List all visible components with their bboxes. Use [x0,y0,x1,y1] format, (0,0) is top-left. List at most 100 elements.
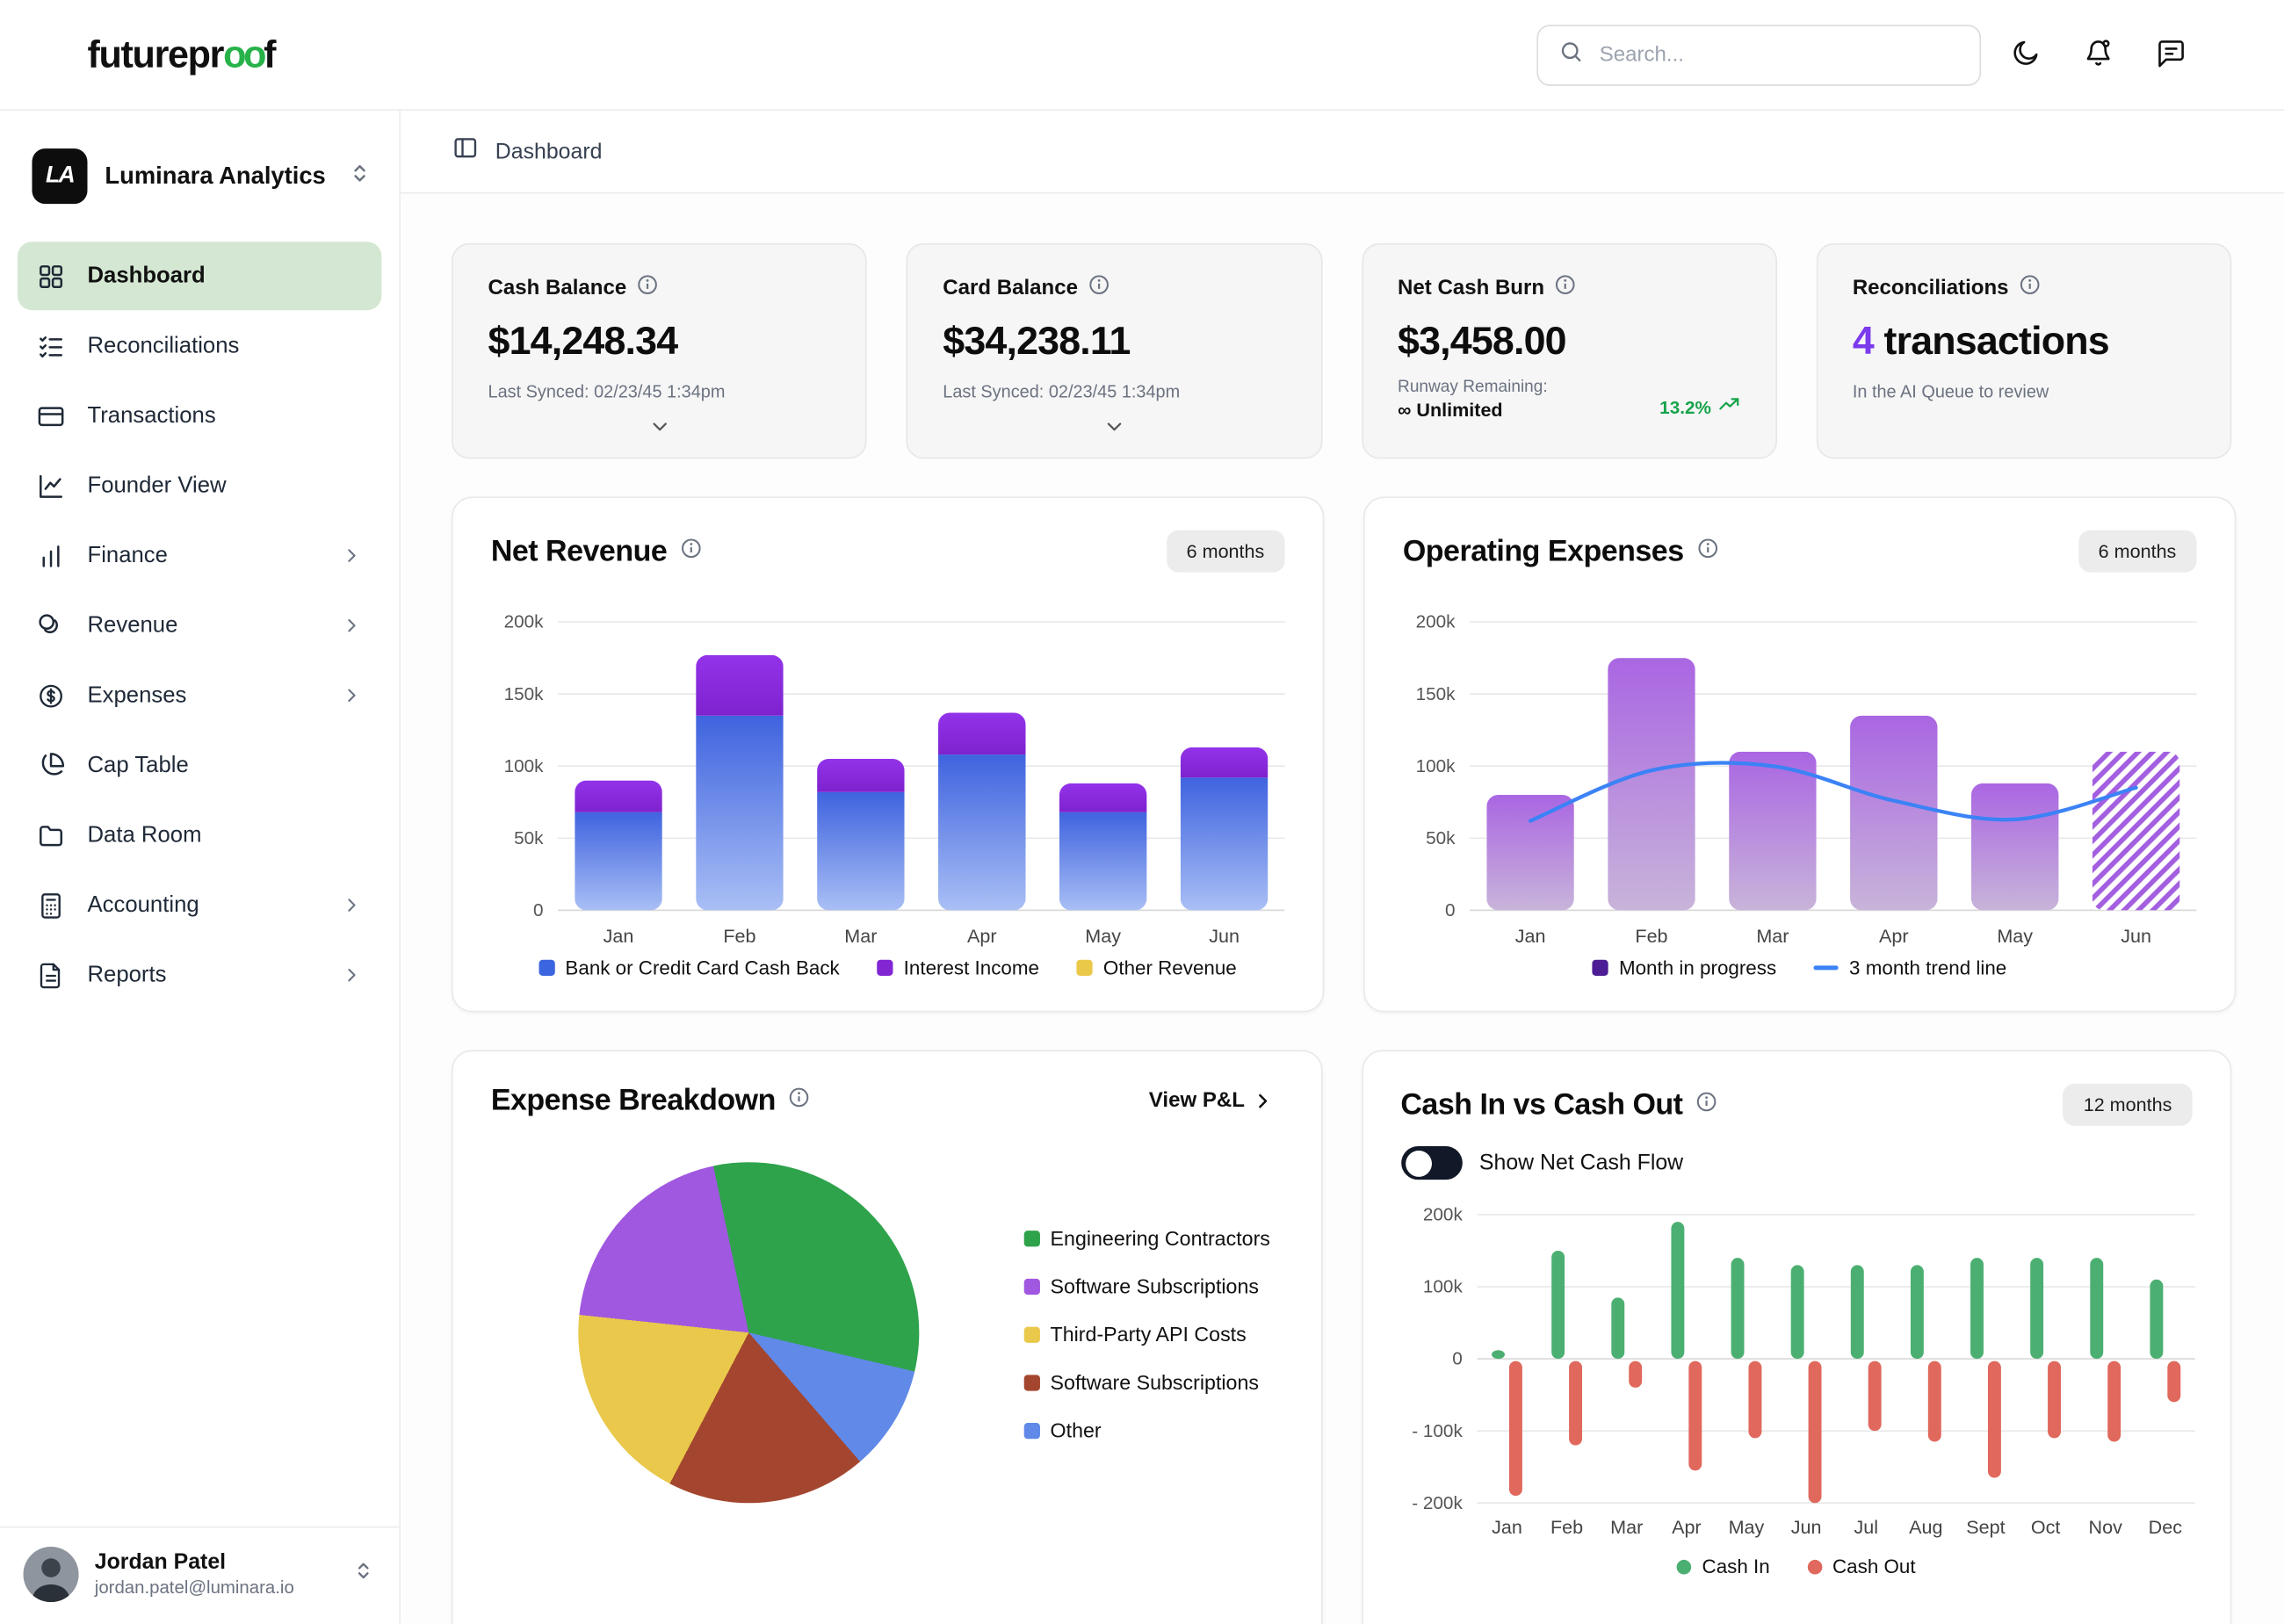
period-badge[interactable]: 6 months [2078,530,2197,573]
net-cash-flow-toggle[interactable] [1400,1146,1463,1180]
operating-expenses-legend: Month in progress 3 month trend line [1403,956,2197,978]
user-email: jordan.patel@luminara.io [94,1577,294,1598]
svg-text:0: 0 [1445,900,1456,920]
sidebar-item-dashboard[interactable]: Dashboard [17,242,382,311]
net-revenue-card: Net Revenue 6 months 200k 150k 100k 50k 0 Jan… [452,496,1325,1013]
reconciliations-card: Reconciliations 4 transactions In the AI… [1816,242,2232,459]
svg-text:50k: 50k [514,828,544,848]
feedback-button[interactable] [2142,25,2200,83]
sidebar-item-expenses[interactable]: Expenses [18,661,382,730]
workspace-name: Luminara Analytics [105,162,326,189]
logo-text-suffix: f [264,32,276,76]
info-icon[interactable] [637,274,659,302]
sidebar-item-label: Founder View [87,473,227,498]
sidebar-item-finance[interactable]: Finance [18,522,382,590]
sidebar-item-label: Dashboard [87,263,206,288]
stat-subtitle: In the AI Queue to review [1852,381,2049,402]
line-chart-icon [35,470,67,502]
legend-item: Month in progress [1593,956,1776,978]
sidebar: LA Luminara Analytics Dashboard Reconcil… [0,111,401,1624]
expense-pie-chart [578,1162,920,1504]
stat-value: $3,458.00 [1398,319,1567,363]
coins-icon [35,610,67,641]
dark-mode-toggle-button[interactable] [1996,25,2054,83]
sidebar-item-label: Cap Table [87,752,189,777]
svg-text:100k: 100k [1416,756,1456,776]
runway-value: ∞ Unlimited [1398,399,1503,422]
info-icon[interactable] [680,537,702,566]
svg-text:150k: 150k [1416,684,1456,704]
search-input[interactable] [1596,41,1960,69]
chart-title: Expense Breakdown [490,1083,777,1117]
unfold-more-icon [347,160,373,193]
cash-in-out-legend: Cash In Cash Out [1400,1555,2192,1577]
svg-text:May: May [1085,925,1121,947]
charts-row-1: Net Revenue 6 months 200k 150k 100k 50k 0 Jan… [452,496,2237,1013]
dollar-circle-icon [35,680,67,711]
toggle-knob [1405,1150,1432,1176]
net-revenue-legend: Bank or Credit Card Cash Back Interest I… [491,956,1285,978]
info-icon[interactable] [1088,274,1110,302]
stat-value: $34,238.11 [943,319,1131,363]
pie-chart-icon [35,749,67,781]
operating-expenses-chart: 200k 150k 100k 50k 0 Jan Feb Mar Apr May Jun [1416,612,2197,947]
svg-text:Apr: Apr [1671,1516,1701,1538]
sidebar-item-founder-view[interactable]: Founder View [18,451,382,520]
sidebar-item-revenue[interactable]: Revenue [18,591,382,660]
period-badge[interactable]: 12 months [2063,1083,2193,1126]
sidebar-item-transactions[interactable]: Transactions [18,381,382,450]
svg-text:Jul: Jul [1854,1516,1878,1538]
user-name: Jordan Patel [94,1549,227,1575]
sidebar-item-reports[interactable]: Reports [18,941,382,1009]
sidebar-item-accounting[interactable]: Accounting [18,871,382,940]
info-icon[interactable] [1695,1090,1717,1119]
legend-item: Interest Income [877,956,1039,978]
view-pl-link[interactable]: View P&L [1140,1088,1283,1115]
svg-text:May: May [1728,1516,1764,1538]
svg-text:Mar: Mar [844,925,877,947]
svg-text:May: May [1997,925,2033,947]
folder-icon [35,819,67,851]
credit-card-icon [35,400,67,431]
stat-value: $14,248.34 [488,319,678,363]
sidebar-item-label: Accounting [87,891,199,917]
legend-item: Third-Party API Costs [1023,1323,1270,1346]
sidebar-item-label: Transactions [87,402,216,428]
chart-title: Net Revenue [490,533,668,567]
sidebar-item-reconciliations[interactable]: Reconciliations [18,312,382,380]
sidebar-item-label: Data Room [87,822,202,848]
panel-left-icon[interactable] [452,134,480,170]
logo-oo-accent: oo [223,32,266,76]
breadcrumb: Dashboard [401,111,2284,194]
runway-label: Runway Remaining: [1398,379,1548,397]
svg-text:100k: 100k [504,756,545,776]
user-menu[interactable]: Jordan Patel jordan.patel@luminara.io [0,1526,400,1624]
charts-row-2: Expense Breakdown View P&L Engineering C… [452,1050,2232,1624]
svg-text:- 200k: - 200k [1411,1493,1462,1513]
info-icon[interactable] [789,1086,811,1115]
info-icon[interactable] [1555,274,1577,302]
sidebar-item-cap-table[interactable]: Cap Table [18,731,382,799]
stat-cards-row: Cash Balance $14,248.34 Last Synced: 02/… [452,242,2232,459]
bar-chart-icon [35,539,67,571]
svg-text:Oct: Oct [2030,1516,2060,1538]
expand-card-button[interactable] [1100,412,1129,445]
workspace-selector[interactable]: LA Luminara Analytics [0,111,399,233]
svg-text:Jan: Jan [604,925,634,947]
sidebar-item-data-room[interactable]: Data Room [18,801,382,870]
expand-card-button[interactable] [645,412,674,445]
legend-item: Software Subscriptions [1023,1274,1270,1297]
search-box[interactable] [1536,24,1982,86]
period-badge[interactable]: 6 months [1166,530,1285,573]
sidebar-nav: Dashboard Reconciliations Transactions F… [0,233,399,1526]
sidebar-item-label: Finance [87,542,168,567]
notifications-button[interactable] [2069,25,2127,83]
unfold-more-icon [351,1558,376,1590]
svg-text:Mar: Mar [1756,925,1789,947]
expense-breakdown-legend: Engineering Contractors Software Subscri… [1023,1226,1270,1442]
info-icon[interactable] [2019,274,2041,302]
calculator-icon [35,889,67,920]
info-icon[interactable] [1697,537,1719,566]
trend-badge: 13.2% [1659,393,1740,422]
